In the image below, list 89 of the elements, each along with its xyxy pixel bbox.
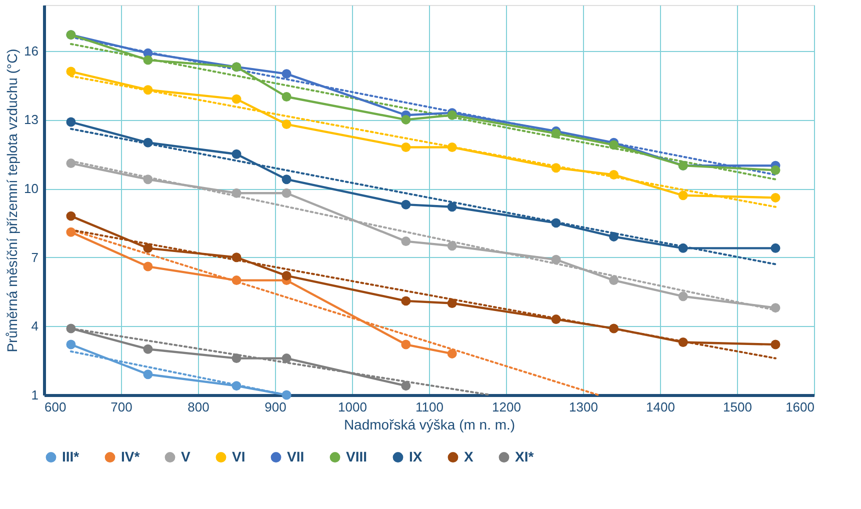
legend-label: VIII <box>346 448 368 464</box>
point <box>551 314 561 324</box>
point <box>678 190 688 200</box>
point <box>401 200 411 210</box>
point <box>282 270 292 280</box>
legend-label: X <box>464 448 474 464</box>
point <box>66 66 76 76</box>
point <box>447 142 457 152</box>
point <box>232 381 242 391</box>
point <box>143 138 153 148</box>
y-tick-label: 10 <box>24 181 38 196</box>
legend-label: VII <box>287 448 304 464</box>
y-tick-label: 1 <box>31 388 38 402</box>
point <box>401 114 411 124</box>
point <box>401 236 411 246</box>
x-tick-label: 1600 <box>786 400 814 414</box>
x-tick-label: 1200 <box>492 400 521 414</box>
point <box>66 211 76 221</box>
x-axis-title: Nadmořská výška (m n. m.) <box>344 416 516 432</box>
point <box>551 128 561 138</box>
y-axis-title: Průměrná měsíční přízemní teplota vzduchu (°C) <box>4 48 20 352</box>
point <box>143 344 153 354</box>
point <box>447 298 457 308</box>
point <box>66 340 76 350</box>
point <box>401 381 411 391</box>
x-tick-label: 1300 <box>569 400 598 414</box>
point <box>66 227 76 237</box>
point <box>282 188 292 198</box>
point <box>551 254 561 264</box>
x-tick-label: 1500 <box>723 400 752 414</box>
point <box>143 370 153 380</box>
x-tick-label: 700 <box>110 400 132 414</box>
point <box>678 243 688 253</box>
point <box>609 276 619 286</box>
y-tick-label: 16 <box>24 43 38 58</box>
point <box>143 55 153 65</box>
point <box>232 276 242 286</box>
point <box>770 165 780 175</box>
point <box>282 120 292 130</box>
point <box>143 262 153 272</box>
point <box>66 324 76 334</box>
point <box>66 117 76 127</box>
point <box>609 324 619 334</box>
point <box>401 340 411 350</box>
x-tick-label: 600 <box>44 400 66 414</box>
point <box>282 92 292 102</box>
point <box>770 340 780 350</box>
y-tick-label: 7 <box>31 250 38 265</box>
point <box>551 218 561 228</box>
legend-label: VI <box>232 448 246 464</box>
point <box>609 140 619 150</box>
point <box>232 252 242 262</box>
point <box>66 158 76 168</box>
y-tick-label: 4 <box>31 318 38 334</box>
point <box>447 348 457 358</box>
point <box>770 303 780 313</box>
point <box>447 241 457 251</box>
point <box>282 174 292 184</box>
point <box>551 163 561 173</box>
point <box>232 188 242 198</box>
x-tick-label: 800 <box>188 400 210 414</box>
point <box>678 292 688 302</box>
point <box>282 390 292 400</box>
legend-label: V <box>181 448 191 464</box>
x-tick-label: 900 <box>264 400 286 414</box>
x-tick-label: 1400 <box>646 400 675 414</box>
point <box>232 94 242 104</box>
point <box>447 202 457 212</box>
legend-label: IV* <box>121 448 140 464</box>
point <box>678 338 688 347</box>
point <box>143 174 153 184</box>
point <box>609 232 619 242</box>
point <box>609 170 619 180</box>
point <box>143 85 153 95</box>
point <box>770 243 780 253</box>
y-tick-label: 13 <box>24 112 38 128</box>
legend-label: IX <box>409 448 423 464</box>
point <box>401 142 411 152</box>
point <box>232 149 242 159</box>
point <box>143 243 153 253</box>
point <box>282 354 292 364</box>
point <box>282 69 292 79</box>
x-tick-label: 1000 <box>338 400 367 414</box>
legend-label: XI* <box>515 448 534 464</box>
x-tick-label: 1100 <box>416 400 444 414</box>
point <box>401 296 411 306</box>
legend-label: III* <box>62 448 80 464</box>
point <box>232 354 242 364</box>
point <box>770 192 780 202</box>
